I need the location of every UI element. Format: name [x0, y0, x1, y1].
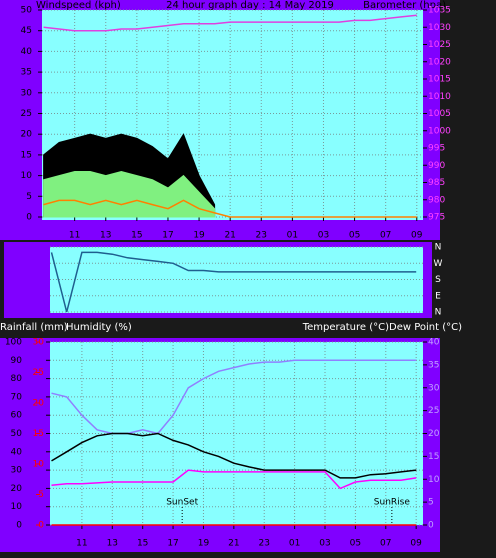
y-tick-label: 0	[16, 521, 22, 531]
y-tick-label: 30	[11, 466, 23, 476]
y2-tick-label: 1000	[428, 126, 451, 136]
x-tick-label: 19	[193, 231, 205, 241]
x-tick-label: 23	[259, 539, 270, 549]
x-tick-label: 17	[167, 539, 178, 549]
y3-tick-label: 20	[33, 399, 45, 409]
y2-tick-label: 25	[428, 406, 439, 416]
y-tick-label: 15	[21, 150, 32, 160]
x-tick-label: 17	[162, 231, 173, 241]
y2-tick-label: 1030	[428, 23, 451, 33]
y3-tick-label: 25	[33, 368, 44, 378]
y-tick-label: 35	[21, 68, 32, 78]
y2-tick-label: 995	[428, 144, 445, 154]
y2-tick-label: 0	[428, 521, 434, 531]
x-tick-label: 05	[349, 231, 360, 241]
y2-tick-label: 975	[428, 213, 445, 223]
y-axis-title: Windspeed (kph)	[36, 0, 121, 11]
y2-tick-label: 5	[428, 498, 434, 508]
y2-tick-label: 1025	[428, 40, 451, 50]
y2-tick-label: 30	[428, 383, 440, 393]
chart-title: 24 hour graph day : 14 May 2019	[166, 0, 334, 11]
x-tick-label: 23	[256, 231, 267, 241]
y-tick-label: 100	[5, 338, 22, 348]
y-tick-label: 40	[11, 447, 23, 457]
y-tick-label: S	[435, 275, 441, 285]
x-tick-label: 11	[69, 231, 80, 241]
y2-tick-label: 1005	[428, 109, 451, 119]
x-tick-label: 07	[380, 539, 391, 549]
x-tick-label: 15	[137, 539, 148, 549]
y2-tick-label: 1020	[428, 57, 451, 67]
y-tick-label: 25	[21, 109, 32, 119]
y2-tick-label: 10	[428, 475, 440, 485]
y3-tick-label: 10	[33, 460, 45, 470]
y-tick-label: 40	[21, 47, 33, 57]
y-tick-label: 10	[11, 502, 23, 512]
y-tick-label: W	[434, 259, 443, 269]
y2-tick-label: 990	[428, 161, 445, 171]
x-tick-label: 03	[318, 231, 329, 241]
x-tick-label: 21	[224, 231, 235, 241]
series-line	[51, 469, 417, 490]
y2-tick-label: 20	[428, 429, 440, 439]
y-tick-label: N	[435, 308, 442, 318]
x-tick-label: 05	[350, 539, 361, 549]
x-tick-label: 13	[100, 231, 111, 241]
x-tick-label: 07	[380, 231, 391, 241]
x-tick-label: 03	[319, 539, 330, 549]
x-tick-label: 01	[287, 231, 298, 241]
y-tick-label: 0	[26, 213, 32, 223]
y3-tick-label: 30	[33, 338, 45, 348]
y2-tick-label: 40	[428, 338, 440, 348]
y2-axis-title: Barometer (hpa)	[363, 0, 446, 11]
x-tick-label: 09	[410, 539, 422, 549]
x-tick-label: 15	[131, 231, 142, 241]
x-tick-label: 13	[107, 539, 118, 549]
series-area	[43, 170, 216, 218]
annotation: SunSet	[166, 498, 198, 508]
y-tick-label: N	[435, 243, 442, 253]
x-tick-label: 11	[76, 539, 87, 549]
y-tick-label: 10	[21, 171, 33, 181]
y-tick-label: 50	[11, 429, 23, 439]
y3-tick-label: 0	[38, 521, 44, 531]
y3-axis-title: Rainfall (mm)	[0, 322, 68, 333]
y-tick-label: 20	[21, 130, 33, 140]
y-axis-title: Humidity (%)	[66, 322, 132, 333]
y3-tick-label: 15	[33, 429, 44, 439]
y3-tick-label: 5	[38, 490, 44, 500]
y-tick-label: 80	[11, 374, 23, 384]
series-line	[50, 251, 417, 313]
y-tick-label: 30	[21, 88, 33, 98]
y2-tick-label: 1015	[428, 75, 451, 85]
y-tick-label: 20	[11, 484, 23, 494]
y-tick-label: 70	[11, 392, 23, 402]
x-tick-label: 09	[411, 231, 423, 241]
x-tick-label: 01	[289, 539, 300, 549]
y2-tick-label: 1035	[428, 6, 451, 16]
y2-tick-label: 35	[428, 360, 439, 370]
y2-tick-label: 15	[428, 452, 439, 462]
y-tick-label: 60	[11, 411, 23, 421]
x-tick-label: 19	[198, 539, 210, 549]
x-tick-label: 21	[228, 539, 239, 549]
y-tick-label: 50	[21, 6, 33, 16]
series-line	[43, 199, 417, 218]
series-line	[43, 14, 417, 32]
y2-tick-label: 985	[428, 178, 445, 188]
y-tick-label: 90	[11, 356, 23, 366]
y2-tick-label: 980	[428, 195, 445, 205]
y-tick-label: 5	[26, 192, 32, 202]
y2-tick-label: 1010	[428, 92, 451, 102]
y-tick-label: E	[435, 291, 441, 301]
annotation: SunRise	[374, 498, 411, 508]
series-line	[51, 432, 417, 479]
y2-axis-title: Temperature (°C)Dew Point (°C)	[302, 322, 462, 333]
y-tick-label: 45	[21, 26, 32, 36]
